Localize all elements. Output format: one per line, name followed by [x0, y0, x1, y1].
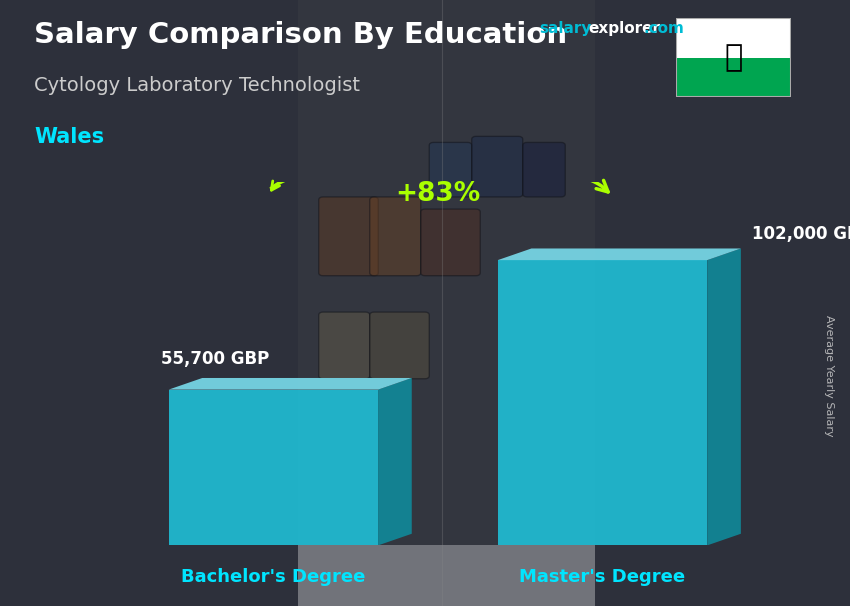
FancyBboxPatch shape — [319, 197, 378, 276]
FancyBboxPatch shape — [429, 142, 472, 197]
FancyBboxPatch shape — [523, 142, 565, 197]
Text: +83%: +83% — [395, 181, 480, 207]
Text: salary: salary — [540, 21, 592, 36]
Polygon shape — [707, 248, 741, 545]
Polygon shape — [498, 248, 741, 260]
FancyBboxPatch shape — [472, 136, 523, 197]
Bar — [298, 0, 595, 545]
Polygon shape — [378, 378, 411, 545]
Bar — [0, 0, 298, 606]
FancyBboxPatch shape — [319, 312, 370, 379]
Polygon shape — [498, 260, 707, 545]
Bar — [676, 18, 790, 58]
FancyBboxPatch shape — [370, 197, 421, 276]
FancyBboxPatch shape — [421, 209, 480, 276]
Text: 🐉: 🐉 — [724, 43, 742, 72]
Text: Salary Comparison By Education: Salary Comparison By Education — [34, 21, 567, 49]
Text: 55,700 GBP: 55,700 GBP — [162, 350, 269, 368]
Text: Master's Degree: Master's Degree — [519, 568, 686, 586]
Text: Bachelor's Degree: Bachelor's Degree — [181, 568, 366, 586]
Text: explorer: explorer — [588, 21, 660, 36]
Polygon shape — [168, 378, 411, 390]
Text: .com: .com — [643, 21, 684, 36]
Text: Wales: Wales — [34, 127, 104, 147]
Bar — [595, 0, 850, 606]
Text: Cytology Laboratory Technologist: Cytology Laboratory Technologist — [34, 76, 360, 95]
Bar — [676, 58, 790, 97]
Text: Average Yearly Salary: Average Yearly Salary — [824, 315, 834, 436]
Polygon shape — [168, 390, 378, 545]
FancyBboxPatch shape — [370, 312, 429, 379]
Text: 102,000 GBP: 102,000 GBP — [752, 225, 850, 243]
